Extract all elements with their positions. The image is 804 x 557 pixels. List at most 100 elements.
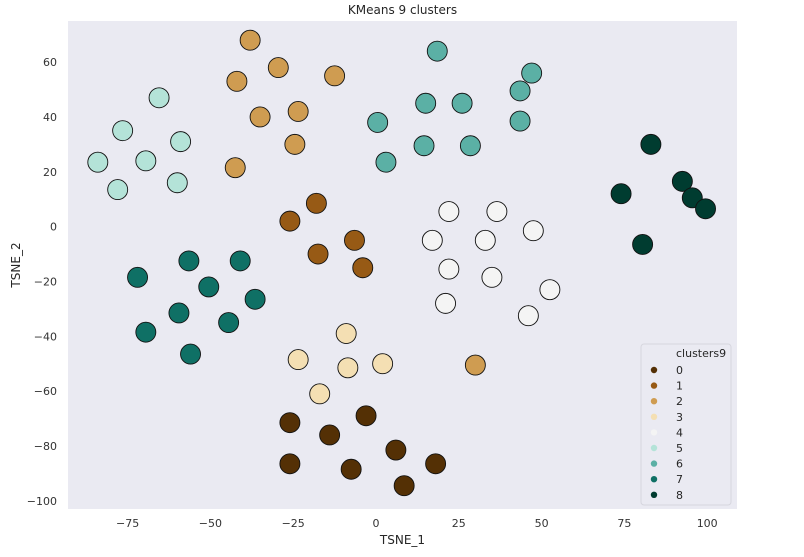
scatter-point-cluster-7 (168, 302, 190, 324)
scatter-point-cluster-2 (284, 133, 306, 155)
scatter-point-cluster-4 (438, 258, 460, 280)
scatter-point-cluster-0 (279, 453, 301, 475)
scatter-point-cluster-5 (112, 120, 134, 142)
x-tick-label: −50 (199, 517, 222, 530)
legend-marker (650, 444, 658, 452)
legend-marker (650, 491, 658, 498)
x-tick-label: 100 (697, 517, 718, 530)
scatter-point-cluster-0 (319, 424, 341, 446)
scatter-point-cluster-5 (87, 151, 109, 173)
scatter-point-cluster-7 (218, 312, 240, 334)
x-tick-label: 75 (617, 517, 631, 530)
legend-label: 6 (676, 458, 683, 471)
legend-label: 5 (676, 442, 683, 455)
legend-label: 3 (676, 411, 683, 424)
y-tick-label: −20 (34, 275, 57, 288)
scatter-point-cluster-4 (421, 229, 443, 251)
legend-label: 7 (676, 473, 683, 486)
scatter-point-cluster-8 (695, 198, 716, 220)
legend-label: 2 (676, 395, 683, 408)
scatter-point-cluster-2 (224, 157, 246, 179)
y-tick-label: 20 (43, 166, 57, 179)
scatter-point-cluster-7 (178, 250, 200, 272)
legend-marker (650, 398, 658, 405)
x-tick-label: 25 (452, 517, 466, 530)
scatter-point-cluster-7 (135, 321, 157, 343)
scatter-point-cluster-6 (413, 135, 435, 157)
scatter-point-cluster-2 (287, 101, 309, 122)
scatter-point-cluster-4 (474, 229, 496, 251)
scatter-point-cluster-1 (307, 243, 329, 265)
scatter-point-cluster-0 (340, 458, 362, 480)
scatter-point-cluster-5 (135, 150, 157, 172)
scatter-point-cluster-8 (610, 183, 632, 205)
scatter-point-cluster-2 (324, 65, 346, 87)
legend-marker (650, 366, 658, 374)
scatter-point-cluster-6 (509, 110, 531, 132)
y-tick-label: 0 (50, 221, 57, 234)
scatter-point-cluster-1 (344, 229, 365, 251)
scatter-point-cluster-6 (459, 135, 481, 157)
scatter-point-cluster-3 (337, 357, 359, 379)
legend-items: 0 1 2 3 4 5 6 7 8 (650, 364, 683, 502)
scatter-point-cluster-3 (287, 349, 309, 371)
scatter-point-cluster-4 (435, 292, 457, 314)
legend-label: 4 (676, 426, 683, 439)
legend-marker (650, 429, 658, 436)
scatter-point-cluster-7 (229, 250, 251, 272)
x-tick-label: −25 (282, 517, 305, 530)
scatter-point-cluster-4 (539, 279, 561, 301)
y-tick-label: −40 (34, 330, 57, 343)
scatter-point-cluster-3 (309, 383, 331, 405)
x-axis-ticks: −75 −50 −25 0 25 50 75 100 (116, 517, 718, 530)
scatter-point-cluster-5 (170, 131, 192, 153)
scatter-point-cluster-4 (438, 201, 460, 222)
scatter-point-cluster-7 (127, 266, 148, 288)
y-tick-label: −100 (27, 495, 57, 508)
scatter-point-cluster-4 (517, 305, 539, 327)
scatter-point-cluster-1 (352, 257, 374, 279)
scatter-point-cluster-8 (671, 170, 693, 192)
legend-marker (650, 460, 658, 467)
x-axis-label: TSNE_1 (379, 533, 425, 547)
scatter-point-cluster-2 (267, 57, 289, 79)
scatter-point-cluster-2 (239, 29, 261, 51)
scatter-point-cluster-6 (426, 40, 448, 62)
scatter-point-cluster-0 (279, 412, 301, 434)
legend-title: clusters9 (676, 347, 726, 360)
scatter-point-cluster-5 (166, 172, 188, 194)
legend-marker (650, 382, 658, 389)
scatter-point-cluster-0 (393, 475, 415, 497)
scatter-point-cluster-1 (279, 210, 301, 232)
scatter-point-cluster-6 (451, 92, 473, 114)
y-axis-label: TSNE_2 (9, 242, 23, 288)
scatter-point-cluster-6 (367, 111, 389, 133)
y-tick-label: 60 (43, 56, 57, 69)
data-points (87, 29, 716, 497)
legend-label: 0 (676, 364, 683, 377)
legend: clusters9 0 1 2 3 4 5 6 7 8 (640, 343, 732, 506)
scatter-point-cluster-4 (486, 201, 508, 222)
legend-label: 8 (676, 489, 683, 502)
scatter-point-cluster-2 (226, 70, 248, 92)
scatter-point-cluster-0 (355, 405, 377, 427)
scatter-point-cluster-6 (375, 151, 397, 173)
x-tick-label: 0 (373, 517, 380, 530)
scatter-point-cluster-5 (107, 179, 129, 201)
scatter-point-cluster-7 (180, 343, 201, 365)
scatter-point-cluster-8 (640, 133, 662, 155)
scatter-point-cluster-6 (509, 80, 531, 102)
y-tick-label: −60 (34, 385, 57, 398)
scatter-point-cluster-6 (521, 62, 543, 84)
scatter-point-cluster-6 (415, 92, 437, 114)
x-tick-label: −75 (116, 517, 139, 530)
x-tick-label: 50 (535, 517, 549, 530)
y-tick-label: 40 (43, 111, 57, 124)
legend-marker (650, 476, 658, 483)
y-tick-label: −80 (34, 440, 57, 453)
legend-marker (650, 413, 658, 420)
legend-label: 1 (676, 380, 683, 393)
scatter-point-cluster-2 (249, 106, 271, 128)
scatter-point-cluster-4 (481, 266, 503, 288)
